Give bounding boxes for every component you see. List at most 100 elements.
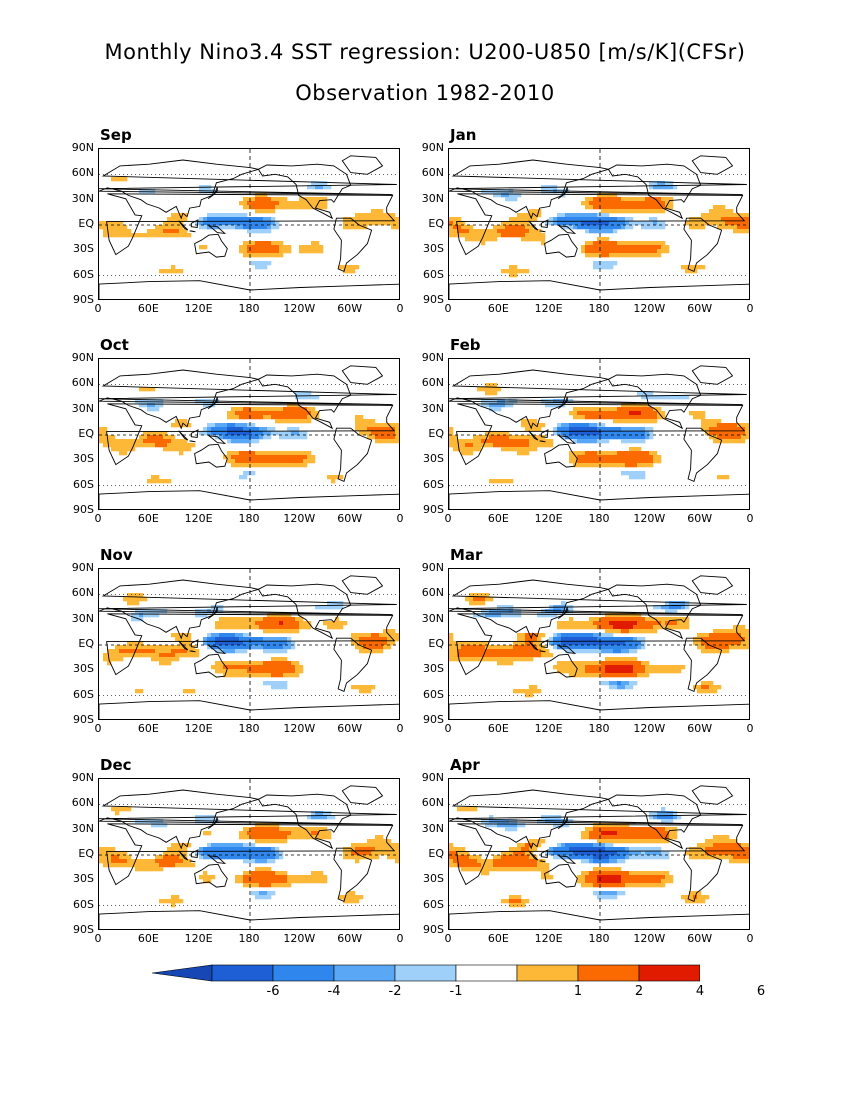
- field-cell: [387, 435, 392, 440]
- field-cell: [673, 395, 678, 400]
- field-cell: [701, 423, 706, 428]
- field-cell: [665, 819, 670, 824]
- field-cell: [383, 641, 388, 646]
- field-cell: [589, 423, 594, 428]
- field-cell: [589, 621, 594, 626]
- field-cell: [613, 641, 618, 646]
- field-cell: [235, 633, 240, 638]
- field-cell: [457, 439, 462, 444]
- field-cell: [585, 673, 590, 678]
- field-cell: [557, 625, 562, 630]
- field-cell: [227, 649, 232, 654]
- field-cell: [167, 859, 172, 864]
- field-cell: [235, 851, 240, 856]
- field-cell: [597, 665, 602, 670]
- field-cell: [127, 233, 132, 238]
- field-cell: [589, 827, 594, 832]
- field-cell: [505, 399, 510, 404]
- field-cell: [661, 621, 666, 626]
- field-cell: [355, 633, 360, 638]
- field-cell: [259, 253, 264, 258]
- field-cell: [605, 249, 610, 254]
- field-cell: [307, 879, 312, 884]
- field-cell: [601, 427, 606, 432]
- field-cell: [641, 451, 646, 456]
- field-cell: [561, 625, 566, 630]
- field-cell: [371, 209, 376, 214]
- field-cell: [367, 645, 372, 650]
- field-cell: [621, 617, 626, 622]
- panel-month-label: Jan: [450, 126, 477, 144]
- field-cell: [255, 621, 260, 626]
- field-cell: [453, 859, 458, 864]
- field-cell: [657, 811, 662, 816]
- field-cell: [617, 649, 622, 654]
- field-cell: [303, 435, 308, 440]
- field-cell: [625, 245, 630, 250]
- field-cell: [729, 843, 734, 848]
- field-cell: [171, 439, 176, 444]
- field-cell: [617, 245, 622, 250]
- field-cell: [525, 213, 530, 218]
- field-cell: [749, 431, 750, 435]
- field-cell: [295, 673, 300, 678]
- field-cell: [601, 641, 606, 646]
- field-cell: [327, 621, 332, 626]
- field-cell: [183, 447, 188, 452]
- field-cell: [629, 411, 634, 416]
- field-cell: [569, 661, 574, 666]
- field-cell: [155, 859, 160, 864]
- field-cell: [725, 835, 730, 840]
- field-cell: [645, 463, 650, 468]
- field-cell: [561, 435, 566, 440]
- field-cell: [621, 637, 626, 642]
- field-cell: [319, 181, 324, 186]
- field-cell: [537, 423, 542, 428]
- field-cell: [307, 451, 312, 456]
- field-cell: [593, 217, 598, 222]
- field-cell: [461, 855, 466, 860]
- field-cell: [299, 415, 304, 420]
- field-cell: [119, 863, 124, 868]
- field-cell: [287, 879, 292, 884]
- field-cell: [573, 459, 578, 464]
- field-cell: [469, 807, 474, 812]
- field-cell: [677, 665, 682, 670]
- field-cell: [151, 479, 156, 484]
- field-cell: [621, 891, 626, 896]
- field-cell: [645, 431, 650, 436]
- field-cell: [275, 871, 280, 876]
- field-cell: [263, 229, 268, 234]
- field-cell: [633, 205, 638, 210]
- field-cell: [469, 439, 474, 444]
- field-cell: [697, 855, 702, 860]
- field-cell: [613, 411, 618, 416]
- field-cell: [609, 895, 614, 900]
- field-cell: [99, 851, 104, 856]
- field-cell: [375, 649, 380, 654]
- field-cell: [737, 439, 742, 444]
- field-cell: [271, 201, 276, 206]
- field-cell: [375, 209, 380, 214]
- field-cell: [259, 867, 264, 872]
- field-cell: [549, 875, 554, 880]
- lat-tick-label: 90S: [73, 713, 94, 726]
- field-cell: [147, 403, 152, 408]
- field-cell: [581, 249, 586, 254]
- field-cell: [609, 867, 614, 872]
- field-cell: [501, 447, 506, 452]
- field-cell: [733, 633, 738, 638]
- field-cell: [661, 411, 666, 416]
- field-cell: [645, 241, 650, 246]
- field-cell: [505, 645, 510, 650]
- field-cell: [725, 839, 730, 844]
- field-cell: [609, 411, 614, 416]
- field-cell: [501, 863, 506, 868]
- field-cell: [521, 237, 526, 242]
- field-cell: [139, 867, 144, 872]
- field-cell: [525, 217, 530, 222]
- field-cell: [243, 249, 248, 254]
- field-cell: [383, 847, 388, 852]
- map-canvas: [99, 779, 399, 929]
- lat-tick-label: 30N: [421, 191, 444, 205]
